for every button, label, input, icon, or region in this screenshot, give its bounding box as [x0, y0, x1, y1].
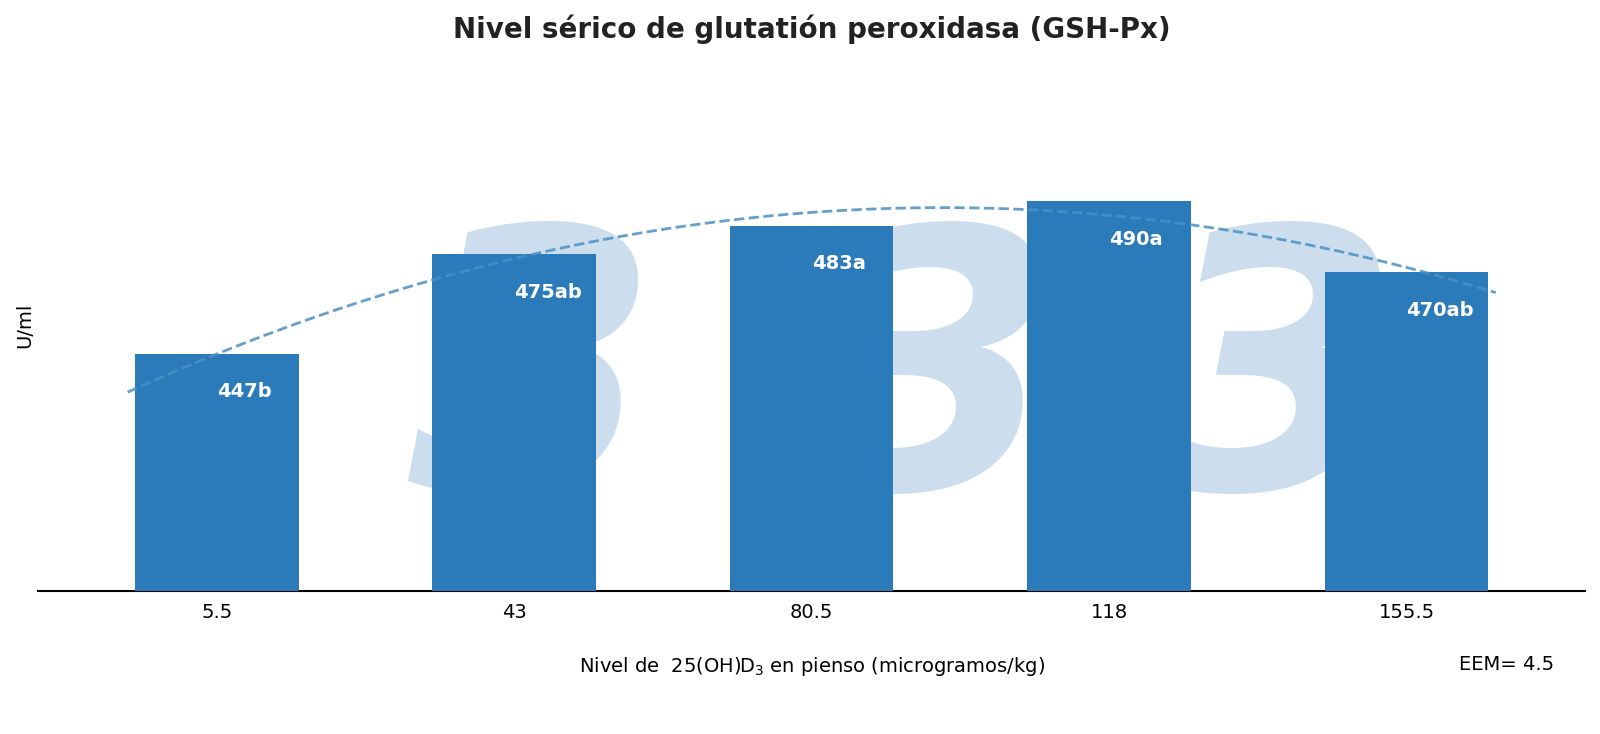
Text: Nivel de  25(OH)D$_3$ en pienso (microgramos/kg): Nivel de 25(OH)D$_3$ en pienso (microgra…: [579, 655, 1045, 678]
Text: 3: 3: [1150, 215, 1402, 564]
Y-axis label: U/ml: U/ml: [14, 302, 34, 348]
Bar: [730, 226, 893, 734]
Text: 470ab: 470ab: [1406, 300, 1474, 319]
Bar: [134, 354, 299, 734]
Title: Nivel sérico de glutatión peroxidasa (GSH-Px): Nivel sérico de glutatión peroxidasa (GS…: [453, 15, 1171, 45]
Text: 483a: 483a: [811, 255, 866, 274]
Text: 475ab: 475ab: [514, 283, 582, 302]
Bar: [1027, 201, 1190, 734]
Text: 447b: 447b: [218, 382, 272, 401]
Bar: [432, 255, 597, 734]
Text: 3: 3: [408, 215, 659, 564]
Text: EEM= 4.5: EEM= 4.5: [1459, 655, 1554, 675]
Text: 3: 3: [810, 215, 1061, 564]
Bar: [1325, 272, 1488, 734]
Text: 490a: 490a: [1109, 230, 1163, 249]
